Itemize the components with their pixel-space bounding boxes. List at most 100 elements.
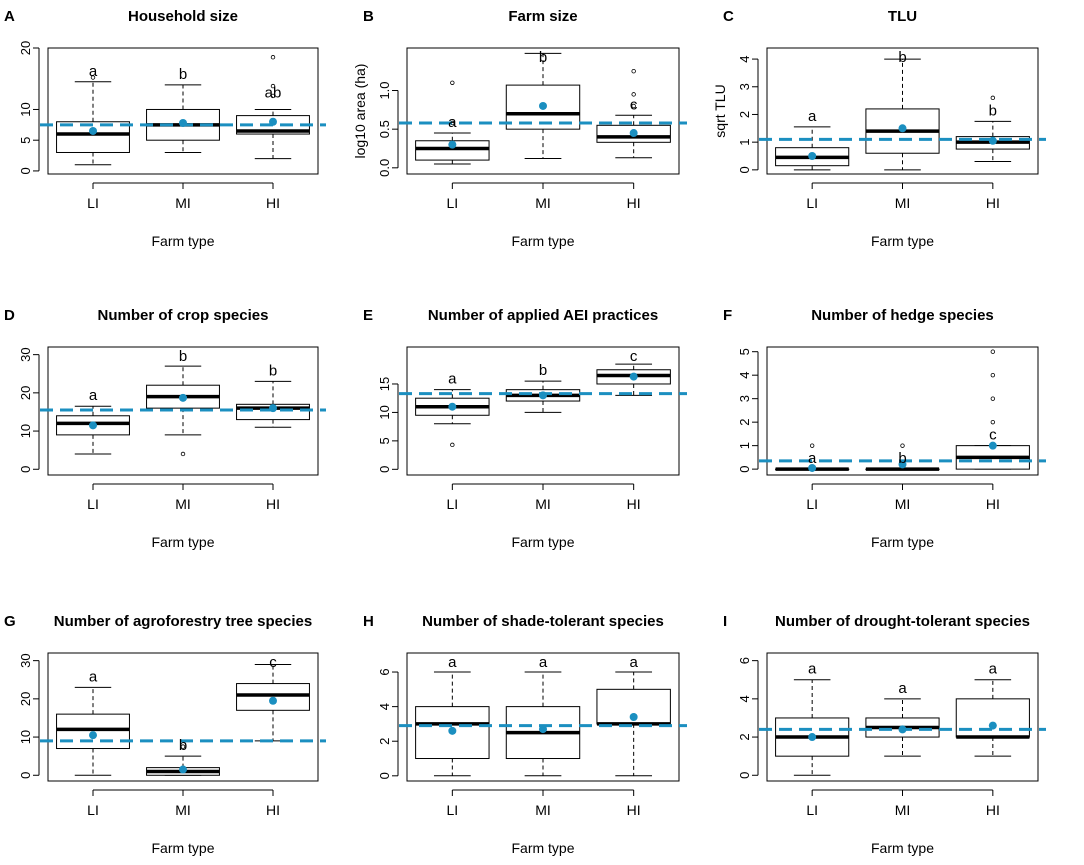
panel-b: B Farm size 0.0 0.5 1.0 log10 area (ha) LI MI HI…	[352, 8, 687, 249]
panel-i-letter: I	[723, 613, 727, 630]
panel-a-y-tick-label: 10	[18, 102, 33, 116]
panel-h-y-tick-label: 6	[377, 668, 392, 675]
panel-i-y-axis: 0 2 4 6	[737, 657, 759, 779]
mean-point	[988, 721, 997, 730]
panel-c-y-axis: 0 1 2 3 4 sqrt TLU	[712, 55, 759, 173]
panel-i-x-tick-label: LI	[806, 802, 818, 818]
panel-b-title: Farm size	[508, 8, 577, 25]
panel-h-y-tick-label: 0	[377, 772, 392, 779]
panel-g-plot-frame	[47, 652, 319, 782]
panel-b-y-axis-title: log10 area (ha)	[352, 64, 368, 159]
panel-e-y-tick-label: 15	[377, 377, 392, 391]
mean-point	[988, 441, 997, 450]
panel-d-sig-letter: a	[89, 387, 98, 404]
outlier-point	[631, 92, 636, 97]
panel-b-x-axis: LI MI HI Farm type	[446, 182, 641, 249]
panel-e-y-tick-label: 10	[377, 405, 392, 419]
mean-point	[808, 463, 817, 472]
panel-d-box-hi	[236, 380, 310, 428]
panel-b-plot-frame	[406, 47, 680, 175]
panel-e-sig-letter: c	[630, 348, 638, 365]
panel-i-y-tick-label: 0	[737, 772, 752, 779]
panel-e-y-tick-label: 0	[377, 466, 392, 473]
panel-f-y-axis: 0 1 2 3 4 5	[737, 348, 759, 473]
panel-a-box-mi	[146, 84, 220, 153]
panel-h-x-axis-title: Farm type	[511, 840, 574, 856]
panel-e-sig-letter: a	[448, 371, 457, 388]
panel-c-title: TLU	[888, 8, 917, 25]
panel-a-y-tick-label: 0	[18, 167, 33, 174]
outlier-point	[900, 443, 905, 448]
panel-b-y-tick-label: 0.5	[377, 120, 392, 138]
panel-f-y-tick-label: 3	[737, 395, 752, 402]
panel-d-x-axis-title: Farm type	[151, 534, 214, 550]
mean-point	[539, 101, 547, 110]
panel-e: E Number of applied AEI practices 0 5 10 15 LI…	[363, 307, 687, 550]
panel-d-y-tick-label: 10	[18, 424, 33, 438]
panel-h-sig-letter: a	[448, 654, 457, 671]
panel-f: F Number of hedge species 0 1 2 3 4 5 LI MI HI Farm…	[723, 307, 1046, 550]
panel-c-x-tick-label: MI	[895, 195, 911, 211]
panel-c-y-axis-title: sqrt TLU	[712, 84, 728, 137]
panel-a-x-tick-label: HI	[266, 195, 280, 211]
panel-d-x-tick-label: HI	[266, 496, 280, 512]
panel-e-x-axis-title: Farm type	[511, 534, 574, 550]
panel-d-x-axis: LI MI HI Farm type	[87, 483, 280, 550]
panel-g-y-tick-label: 30	[18, 653, 33, 667]
panel-b-y-axis: 0.0 0.5 1.0 log10 area (ha)	[352, 64, 399, 177]
panel-g-box-mi	[146, 744, 220, 776]
panel-h-plot-frame	[406, 652, 680, 782]
panel-f-x-axis: LI MI HI Farm type	[806, 483, 1000, 550]
mean-point	[808, 152, 817, 160]
panel-a-sig-letter: b	[179, 66, 187, 83]
panel-h-sig-letter: a	[629, 654, 638, 671]
panel-c: C TLU 0 1 2 3 4 sqrt TLU LI MI HI Farm type a b b	[712, 8, 1046, 249]
panel-g-letter: G	[4, 613, 16, 630]
panel-a-sig-letter: ab	[265, 84, 282, 101]
panel-c-y-tick-label: 2	[737, 111, 752, 118]
panel-b-box-li	[415, 80, 490, 165]
panel-e-x-tick-label: MI	[535, 496, 551, 512]
panel-i-x-tick-label: HI	[986, 802, 1000, 818]
panel-a-x-tick-label: LI	[87, 195, 99, 211]
panel-e-x-tick-label: LI	[446, 496, 458, 512]
panel-f-plot-frame	[766, 346, 1039, 476]
mean-point	[179, 765, 187, 774]
panel-a-box-hi	[236, 55, 310, 160]
outlier-point	[270, 93, 276, 99]
panel-a-y-tick-label: 5	[18, 137, 33, 144]
panel-f-box-li	[775, 443, 850, 472]
iqr-box	[955, 698, 1030, 738]
panel-e-plot-frame	[406, 346, 680, 476]
panel-e-box-hi	[596, 363, 671, 396]
panel-c-y-tick-label: 4	[737, 55, 752, 62]
panel-f-x-tick-label: LI	[806, 496, 818, 512]
panel-i-sig-letter: a	[898, 680, 907, 697]
panel-e-sig-letter: b	[539, 362, 547, 379]
panel-e-box-li	[415, 389, 490, 448]
panel-c-box-li	[775, 126, 850, 171]
panel-a-sig-letter: a	[89, 63, 98, 80]
panel-h-x-axis: LI MI HI Farm type	[446, 789, 641, 856]
panel-i-box-li	[775, 679, 850, 776]
outlier-point	[270, 83, 276, 89]
panel-b-letter: B	[363, 8, 374, 25]
iqr-box	[56, 121, 130, 153]
panel-h-box-hi	[596, 671, 671, 777]
panel-h-box-li	[415, 671, 490, 777]
panel-d-sig-letter: b	[179, 348, 187, 365]
mean-point	[179, 393, 187, 402]
panel-h-y-tick-label: 2	[377, 738, 392, 745]
panel-b-box-mi	[505, 52, 581, 160]
panel-d-box-li	[56, 405, 130, 455]
panel-h-y-axis: 0 2 4 6	[377, 668, 399, 779]
panel-a-x-tick-label: MI	[175, 195, 191, 211]
panel-h-sig-letter: a	[539, 654, 548, 671]
panel-i-x-tick-label: MI	[895, 802, 911, 818]
panel-c-y-tick-label: 0	[737, 166, 752, 173]
mean-point	[808, 733, 817, 742]
mean-point	[898, 124, 907, 133]
panel-g-x-tick-label: LI	[87, 802, 99, 818]
